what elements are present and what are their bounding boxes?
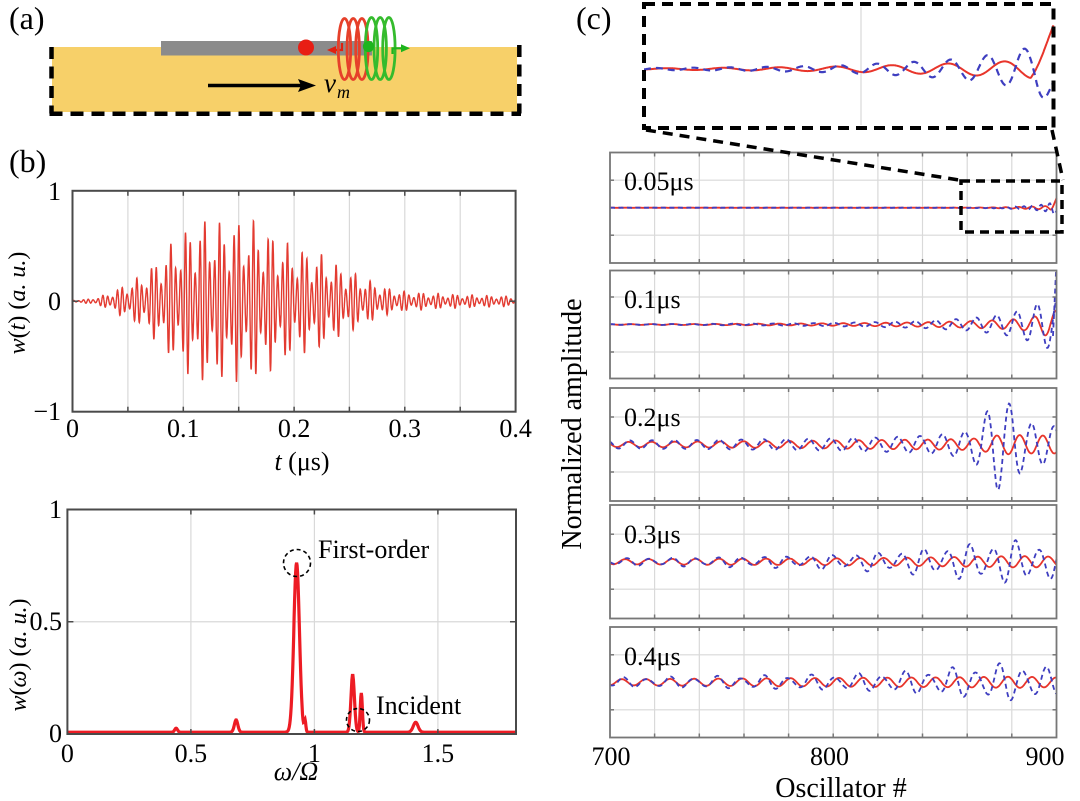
svg-text:(b): (b) (9, 143, 46, 179)
svg-text:0.1: 0.1 (167, 414, 200, 443)
svg-text:ω/Ω: ω/Ω (274, 757, 318, 786)
svg-text:0.3: 0.3 (389, 414, 422, 443)
svg-text:Oscillator #: Oscillator # (775, 773, 906, 801)
svg-text:0.3μs: 0.3μs (624, 520, 681, 549)
svg-text:0.5: 0.5 (175, 739, 208, 768)
svg-text:First-order: First-order (318, 535, 430, 564)
svg-text:1: 1 (48, 177, 61, 206)
svg-text:0: 0 (48, 287, 61, 316)
svg-text:w(ω) (a. u.): w(ω) (a. u.) (6, 599, 32, 712)
svg-text:700: 700 (592, 742, 631, 771)
svg-text:0: 0 (61, 739, 74, 768)
svg-text:m: m (337, 82, 350, 102)
svg-text:Normalized amplitude: Normalized amplitude (557, 298, 588, 549)
svg-text:1: 1 (49, 495, 62, 524)
svg-text:(c): (c) (576, 0, 612, 36)
svg-text:0: 0 (66, 414, 79, 443)
svg-text:0.4μs: 0.4μs (624, 642, 681, 671)
svg-text:−1: −1 (33, 397, 61, 426)
svg-text:v: v (324, 68, 336, 98)
svg-text:1.5: 1.5 (422, 739, 455, 768)
svg-text:0.1μs: 0.1μs (624, 285, 681, 314)
svg-text:t (μs): t (μs) (274, 447, 329, 476)
svg-text:0.2: 0.2 (278, 414, 311, 443)
svg-text:900: 900 (1026, 742, 1065, 771)
svg-text:Incident: Incident (376, 691, 462, 720)
svg-text:0.4: 0.4 (499, 414, 532, 443)
svg-text:0: 0 (49, 719, 62, 748)
svg-text:0.05μs: 0.05μs (624, 167, 694, 196)
svg-text:(a): (a) (9, 0, 45, 36)
svg-text:0.5: 0.5 (30, 607, 63, 636)
svg-text:0.2μs: 0.2μs (624, 403, 681, 432)
svg-text:800: 800 (810, 742, 849, 771)
svg-text:w(t) (a. u.): w(t) (a. u.) (5, 252, 31, 355)
svg-text:1: 1 (308, 739, 321, 768)
